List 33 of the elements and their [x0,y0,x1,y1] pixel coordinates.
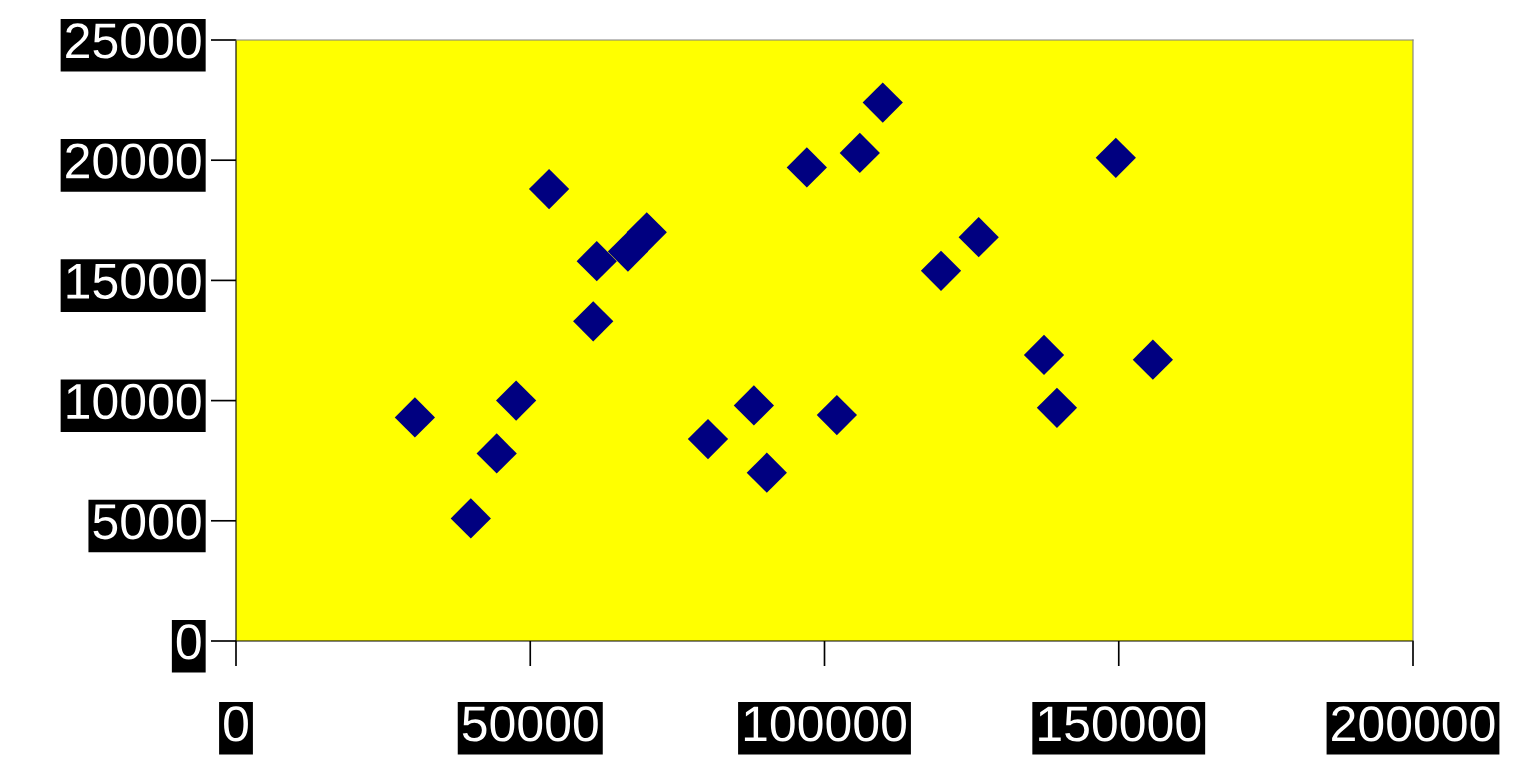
point [958,217,999,258]
point [573,301,614,342]
point [496,380,537,421]
point [746,452,787,493]
x-tick-label: 150000 [1039,706,1201,742]
x-tick-label: 0 [224,706,248,742]
y-tick-label: 5000 [93,504,201,540]
y-tick-label: 0 [176,624,201,660]
point [607,231,649,272]
point [839,132,880,174]
point [476,433,517,474]
point [1036,387,1078,428]
point [1023,334,1065,376]
y-tick-label: 25000 [66,23,201,59]
x-tick-label: 50000 [462,706,598,742]
point [687,418,729,460]
point [450,498,491,539]
x-tick-label: 100000 [744,706,906,742]
point [1095,137,1136,178]
point [528,168,570,210]
point [862,82,903,123]
point [576,241,617,282]
point [394,397,436,438]
y-tick-label: 10000 [67,383,201,420]
point [816,394,857,436]
point [626,212,667,253]
point [1132,339,1174,380]
x-tick-label: 200000 [1332,706,1495,742]
point [786,147,827,188]
point [733,385,775,426]
y-tick-label: 20000 [66,143,201,179]
y-tick-label: 15000 [67,263,201,300]
point [920,250,962,291]
